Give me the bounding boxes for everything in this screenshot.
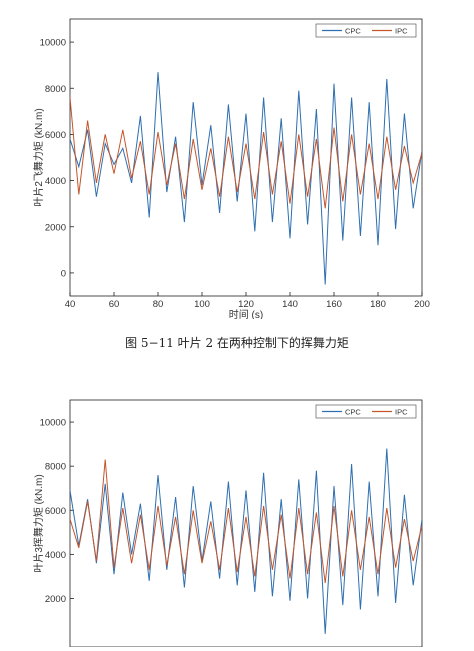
y-tick-label: 4000	[45, 550, 66, 561]
axes-frame	[69, 18, 423, 297]
y-tick-label: 0	[61, 268, 66, 279]
y-axis-label: 叶片2飞舞力矩 (kN.m)	[32, 108, 45, 206]
x-tick-label: 200	[414, 299, 430, 310]
x-tick-label: 140	[282, 299, 298, 310]
x-tick-label: 80	[153, 299, 164, 310]
legend-box	[315, 404, 417, 419]
bottom-chart-panel: 2000 4000 6000 8000 10000 叶片3挥舞力矩 (kN.m) CPC IP…	[30, 392, 434, 648]
figure-caption: 图 5−11 叶片 2 在两种控制下的挥舞力矩	[125, 336, 349, 350]
legend-label-ipc: IPC	[395, 408, 408, 417]
blade-3-moment-chart: 2000 4000 6000 8000 10000 叶片3挥舞力矩 (kN.m) CPC IP…	[32, 399, 423, 648]
x-axis-label: 时间 (s)	[229, 308, 263, 319]
legend-box	[315, 23, 417, 38]
blade-2-moment-chart: 0 2000 4000 6000 8000 10000 40 60 80 100 120 140 160…	[32, 18, 430, 321]
y-tick-label: 6000	[45, 506, 66, 517]
y-tick-label: 10000	[40, 38, 66, 49]
y-tick-label: 6000	[45, 130, 66, 141]
x-tick-label: 40	[65, 299, 76, 310]
series-line-cpc	[70, 72, 422, 285]
x-tick-label: 100	[194, 299, 210, 310]
x-tick-label: 180	[370, 299, 386, 310]
y-tick-label: 8000	[45, 84, 66, 95]
y-tick-label: 10000	[40, 418, 66, 429]
legend-label-cpc: CPC	[345, 408, 361, 417]
x-tick-label: 160	[326, 299, 342, 310]
x-tick-label: 60	[109, 299, 120, 310]
y-tick-label: 8000	[45, 462, 66, 473]
legend-label-cpc: CPC	[345, 27, 361, 36]
series-line-ipc	[70, 459, 422, 584]
x-tick-label: 120	[238, 299, 254, 310]
legend-label-ipc: IPC	[395, 27, 408, 36]
y-tick-label: 2000	[45, 594, 66, 605]
y-axis-label: 叶片3挥舞力矩 (kN.m)	[32, 474, 45, 572]
series-line-ipc	[70, 97, 422, 209]
y-tick-label: 2000	[45, 222, 66, 233]
y-tick-label: 4000	[45, 176, 66, 187]
axes-frame	[69, 399, 423, 648]
top-chart-panel: 0 2000 4000 6000 8000 10000 40 60 80 100 120 140 160…	[30, 4, 434, 321]
series-line-cpc	[70, 448, 422, 634]
